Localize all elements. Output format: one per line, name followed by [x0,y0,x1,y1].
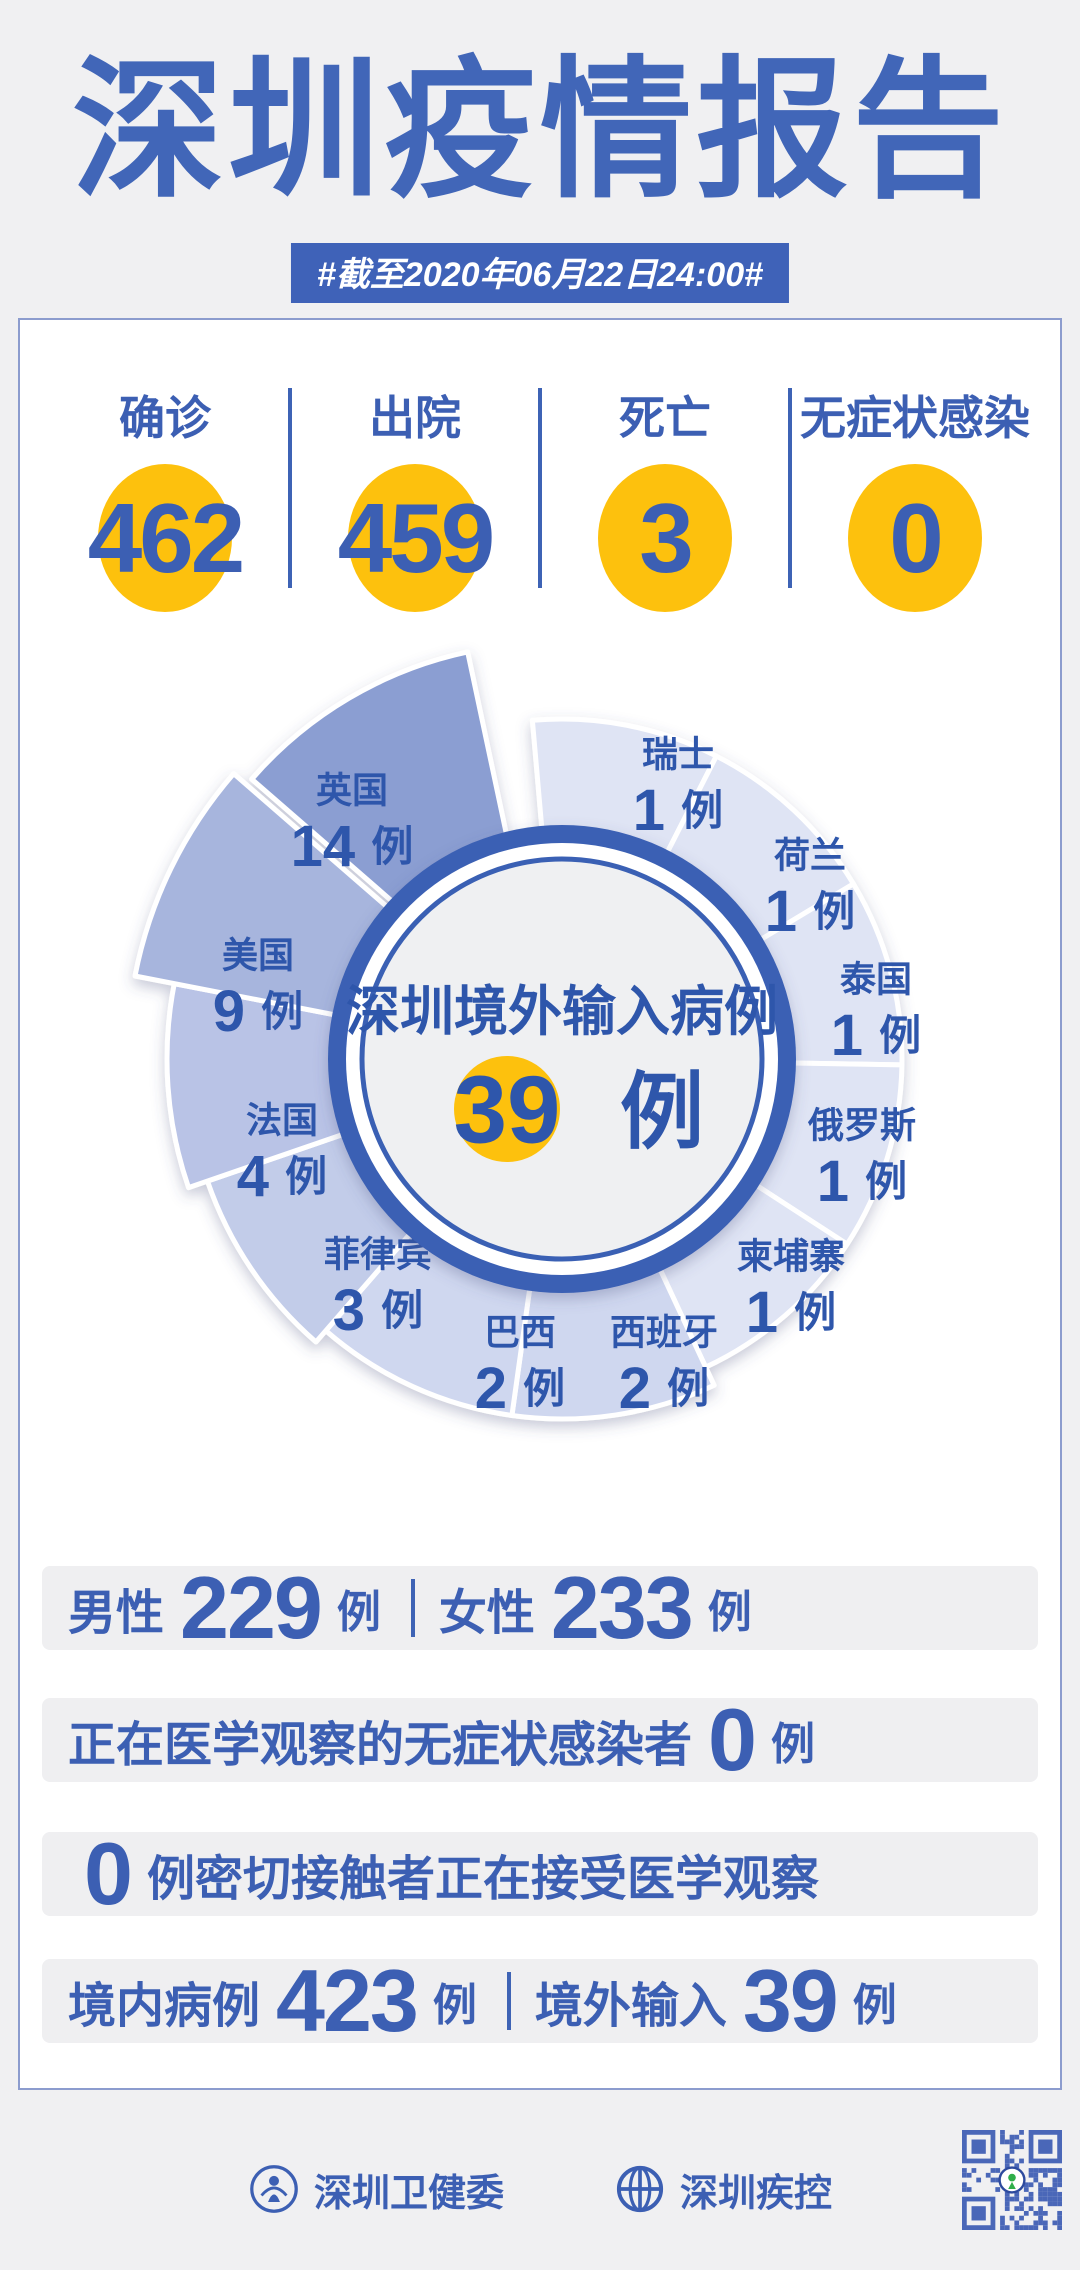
row-number: 39 [742,1951,839,2050]
stat-divider [288,388,292,588]
stat-value: 459 [337,482,496,593]
org-shenzhen-cdc: 深圳疾控 [614,2162,832,2217]
stat-column: 死亡 3 [542,368,788,612]
row-text: 正在医学观察的无症状感染者 [68,1719,693,1772]
row-number: 233 [550,1558,694,1657]
row-number: 423 [276,1951,419,2050]
row-text: 境外输入 [534,1980,727,2033]
stat-value: 0 [889,482,943,593]
summary-stats-row: 确诊 462 出院 459 死亡 3 无症状感染 0 [42,368,1038,612]
stat-column: 出院 459 [292,368,538,612]
row-divider [506,1972,511,2030]
row-text: 例 [336,1588,381,1637]
qr-code [962,2130,1062,2230]
row-text: 女性 [438,1587,535,1640]
stat-label: 确诊 [119,392,211,444]
row-number: 229 [180,1558,323,1657]
stat-column: 确诊 462 [42,368,288,612]
org-name: 深圳疾控 [680,2172,833,2215]
summary-row: 0 例密切接触者正在接受医学观察 [42,1824,1038,1923]
row-text: 例 [852,1981,897,2030]
org-name: 深圳卫健委 [313,2172,504,2215]
health-commission-seal-icon [250,2165,298,2213]
row-text: 例 [707,1588,752,1637]
stat-divider [788,388,792,588]
row-divider [410,1579,415,1637]
stat-value-badge: 3 [598,464,732,612]
row-text: 例 [432,1981,477,2030]
stat-value: 3 [639,482,693,593]
page-title: 深圳疫情报告 [72,46,1008,216]
summary-row: 男性 229 例 女性 233 例 [42,1558,1038,1657]
row-number: 0 [708,1690,757,1789]
summary-row: 境内病例 423 例 境外输入 39 例 [42,1951,1038,2050]
footer: 深圳卫健委 深圳疾控 [0,2108,1080,2270]
stat-value: 462 [87,482,246,593]
stat-value-badge: 459 [338,464,495,612]
org-shenzhen-health-commission: 深圳卫健委 [248,2162,504,2217]
row-text: 男性 [68,1587,165,1640]
stat-column: 无症状感染 0 [792,368,1038,612]
summary-row: 正在医学观察的无症状感染者 0 例 [42,1690,1038,1789]
stat-label: 无症状感染 [800,392,1030,444]
row-text: 境内病例 [68,1980,261,2033]
row-number: 0 [84,1824,133,1923]
cdc-globe-icon [616,2165,664,2213]
stat-label: 死亡 [619,392,711,444]
row-text: 例 [770,1720,815,1769]
stat-value-badge: 462 [88,464,245,612]
stat-label: 出院 [369,392,461,444]
row-text: 例密切接触者正在接受医学观察 [146,1853,819,1906]
report-date-banner: #截至2020年06月22日24:00# [290,243,790,303]
stat-divider [538,388,542,588]
stat-value-badge: 0 [848,464,982,612]
